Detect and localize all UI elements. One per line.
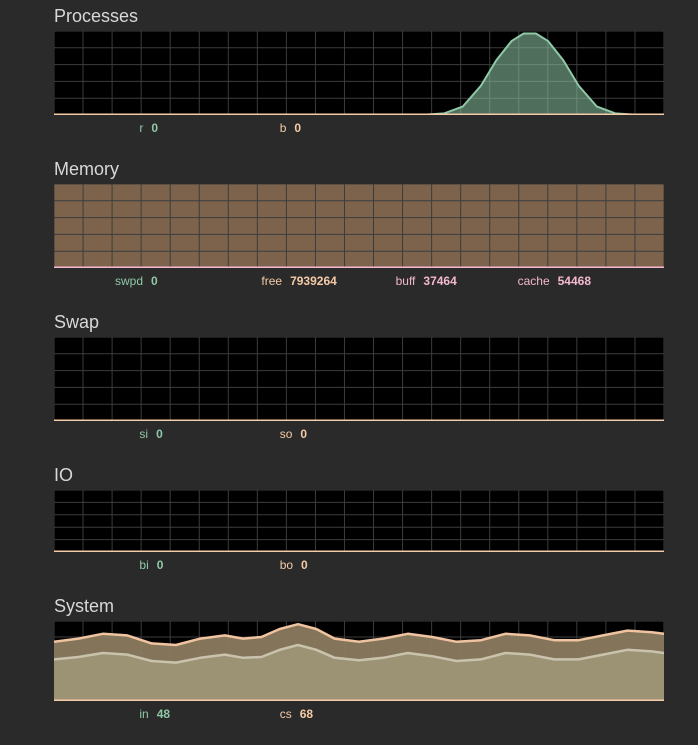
- legend-value: 37464: [423, 274, 456, 288]
- legend-item-memory-free: free 7939264: [261, 274, 336, 288]
- panel-system: System in 48 cs 68: [54, 596, 668, 723]
- legend-item-io-bo: bo 0: [280, 558, 308, 572]
- legend-item-memory-buff: buff 37464: [396, 274, 457, 288]
- panel-title-system: System: [54, 596, 668, 617]
- panel-processes: Processesr0b0: [54, 6, 668, 137]
- legend-label: cache: [518, 274, 550, 288]
- legend-value: 0: [294, 121, 301, 135]
- legend-label: in: [139, 707, 148, 721]
- panel-title-processes: Processes: [54, 6, 668, 27]
- legend-value: 0: [156, 427, 163, 441]
- legend-item-memory-cache: cache 54468: [518, 274, 591, 288]
- legend-label: swpd: [115, 274, 143, 288]
- legend-item-io-bi: bi 0: [139, 558, 163, 572]
- legend-label: si: [139, 427, 148, 441]
- legend-label: b: [280, 121, 287, 135]
- legend-item-processes-b: b0: [280, 121, 301, 135]
- legend-swap: si 0 so 0: [54, 427, 664, 443]
- legend-value: 0: [157, 558, 164, 572]
- legend-label: bi: [139, 558, 148, 572]
- chart-processes: [54, 31, 664, 115]
- legend-item-processes-r: r0: [139, 121, 158, 135]
- chart-swap: [54, 337, 664, 421]
- legend-io: bi 0 bo 0: [54, 558, 664, 574]
- legend-label: free: [261, 274, 282, 288]
- panel-title-memory: Memory: [54, 159, 668, 180]
- legend-item-memory-swpd: swpd 0: [115, 274, 158, 288]
- legend-label: r: [139, 121, 143, 135]
- legend-value: 68: [300, 707, 313, 721]
- chart-memory: [54, 184, 664, 268]
- legend-label: bo: [280, 558, 293, 572]
- legend-item-swap-si: si 0: [139, 427, 162, 441]
- legend-label: cs: [280, 707, 292, 721]
- panel-title-io: IO: [54, 465, 668, 486]
- panel-io: IO bi 0 bo 0: [54, 465, 668, 574]
- legend-label: so: [280, 427, 293, 441]
- legend-item-system-cs: cs 68: [280, 707, 313, 721]
- chart-io: [54, 490, 664, 552]
- legend-value: 0: [301, 558, 308, 572]
- legend-value: 0: [151, 121, 158, 135]
- legend-value: 54468: [558, 274, 591, 288]
- legend-item-swap-so: so 0: [280, 427, 307, 441]
- chart-system: [54, 621, 664, 701]
- panel-memory: Memory swpd 0 free 7939264 buff 37464 cache 5446…: [54, 159, 668, 290]
- legend-memory: swpd 0 free 7939264 buff 37464 cache 54468: [54, 274, 664, 290]
- panel-title-swap: Swap: [54, 312, 668, 333]
- panel-swap: Swap si 0 so 0: [54, 312, 668, 443]
- legend-value: 0: [300, 427, 307, 441]
- legend-value: 48: [157, 707, 170, 721]
- legend-label: buff: [396, 274, 416, 288]
- legend-system: in 48 cs 68: [54, 707, 664, 723]
- legend-value: 0: [151, 274, 158, 288]
- legend-value: 7939264: [290, 274, 337, 288]
- legend-processes: r0b0: [54, 121, 664, 137]
- legend-item-system-in: in 48: [139, 707, 170, 721]
